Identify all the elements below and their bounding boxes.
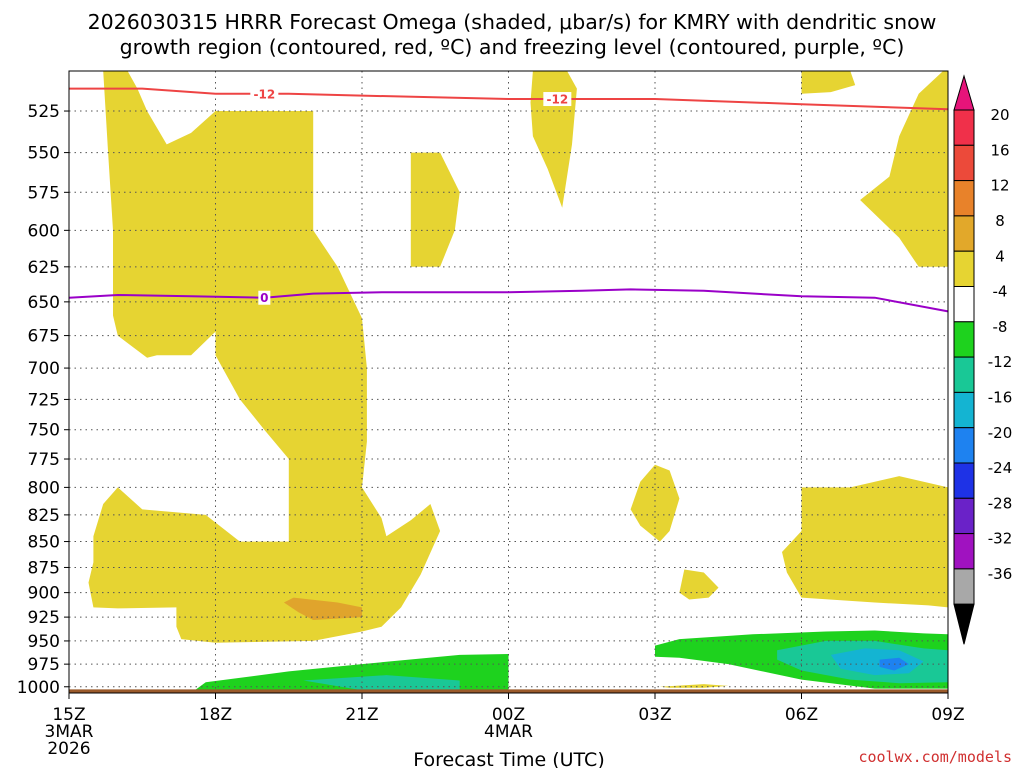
ytick-label-925: 925: [28, 608, 60, 628]
colorbar-label--20: -20: [988, 424, 1013, 442]
contour-lines: -12 -12 0: [68, 86, 949, 313]
colorbar-label--36: -36: [988, 565, 1013, 583]
ytick-label-700: 700: [28, 359, 60, 379]
xtick-label-09Z: 09Z: [931, 705, 964, 725]
colorbar-bottom-cap: [953, 603, 975, 645]
ytick-label-850: 850: [28, 533, 60, 553]
omega-region-4: [860, 71, 948, 267]
colorbar-segment-10: [953, 462, 975, 499]
ytick-label-975: 975: [28, 655, 60, 675]
x-axis-title: Forecast Time (UTC): [413, 749, 604, 768]
ytick-label-650: 650: [28, 293, 60, 313]
colorbar-segment-2: [953, 180, 975, 217]
xtick-label-06Z: 06Z: [785, 705, 818, 725]
xtick-label-00Z: 00Z: [492, 705, 525, 725]
colorbar-label--28: -28: [988, 494, 1013, 512]
colorbar-segment-12: [953, 533, 975, 570]
omega-region-1: [410, 152, 460, 267]
contour-line-1: [68, 288, 949, 313]
plot-gridlines: [68, 71, 949, 693]
colorbar-label--12: -12: [988, 353, 1013, 371]
ytick-label-750: 750: [28, 421, 60, 441]
xtick-label-18Z: 18Z: [199, 705, 232, 725]
omega-region-3: [801, 71, 856, 94]
omega-region-7: [782, 476, 948, 608]
omega-region-2: [530, 71, 577, 208]
colorbar-top-cap: [953, 74, 975, 111]
omega-region-14: [830, 648, 924, 676]
ytick-label-600: 600: [28, 221, 60, 241]
ytick-label-675: 675: [28, 327, 60, 347]
chart-title-line1: 2026030315 HRRR Forecast Omega (shaded, …: [88, 10, 937, 34]
omega-region-6: [679, 569, 719, 600]
colorbar-label-12: 12: [990, 177, 1009, 195]
ytick-label-875: 875: [28, 558, 60, 578]
contour-label-0-1: -12: [546, 93, 568, 107]
colorbar: 20 16 12 8 4 -4 -8 -12 -16 -20 -24 -28 -32 -36: [953, 74, 1013, 645]
colorbar-label--32: -32: [988, 530, 1013, 548]
colorbar-label--24: -24: [988, 459, 1013, 477]
xtick-label-21Z: 21Z: [345, 705, 378, 725]
contour-label-0-0: -12: [253, 87, 275, 101]
ytick-label-800: 800: [28, 478, 60, 498]
ytick-label-825: 825: [28, 506, 60, 526]
contour-label-bg-0-1: [543, 92, 572, 107]
ytick-label-550: 550: [28, 144, 60, 164]
ytick-label-950: 950: [28, 632, 60, 652]
omega-shading: [69, 71, 948, 693]
y-axis-pressure-ticks: 525 550 575 600 625 650 675 700 725 750 775 800 825 8…: [17, 102, 69, 698]
ytick-label-525: 525: [28, 102, 60, 122]
colorbar-label-8: 8: [995, 212, 1005, 230]
contour-label-1-0: 0: [260, 291, 268, 305]
xtick-sublabel-2026: 2026: [47, 739, 90, 759]
website-credit: coolwx.com/models: [858, 748, 1012, 766]
colorbar-label--8: -8: [993, 318, 1008, 336]
omega-region-5: [630, 464, 680, 542]
colorbar-label--16: -16: [988, 388, 1013, 406]
xtick-label-15Z: 15Z: [52, 705, 85, 725]
contour-line-0: [69, 87, 949, 111]
colorbar-segment-11: [953, 497, 975, 535]
colorbar-segment-6: [953, 321, 975, 358]
colorbar-segment-3: [953, 215, 975, 252]
colorbar-segment-9: [953, 427, 975, 464]
ytick-label-900: 900: [28, 584, 60, 604]
ytick-label-725: 725: [28, 390, 60, 410]
colorbar-segment-5: [953, 286, 975, 323]
colorbar-segment-13: [953, 568, 975, 605]
omega-region-8: [659, 684, 729, 688]
omega-region-16: [69, 689, 948, 693]
colorbar-segment-8: [953, 391, 975, 429]
contour-label-bg-1-0: [258, 290, 271, 305]
xtick-sublabel-3MAR: 3MAR: [45, 722, 94, 742]
omega-region-0: [88, 71, 441, 643]
xtick-label-03Z: 03Z: [638, 705, 671, 725]
colorbar-segment-1: [953, 144, 975, 182]
ytick-label-1000: 1000: [17, 678, 60, 698]
contour-label-bg-0-0: [250, 86, 279, 101]
xtick-sublabel-4MAR: 4MAR: [484, 722, 533, 742]
colorbar-label-4: 4: [995, 247, 1005, 265]
ytick-label-625: 625: [28, 258, 60, 278]
chart-title-line2: growth region (contoured, red, ºC) and f…: [120, 35, 905, 59]
colorbar-segment-7: [953, 356, 975, 393]
ytick-label-775: 775: [28, 450, 60, 470]
colorbar-label--4: -4: [993, 283, 1008, 301]
omega-region-9: [283, 597, 362, 620]
omega-region-12: [303, 675, 460, 691]
colorbar-label-16: 16: [990, 141, 1009, 159]
colorbar-segment-0: [953, 109, 975, 146]
colorbar-label-20: 20: [990, 106, 1009, 124]
colorbar-segment-4: [953, 250, 975, 287]
ytick-label-575: 575: [28, 183, 60, 203]
